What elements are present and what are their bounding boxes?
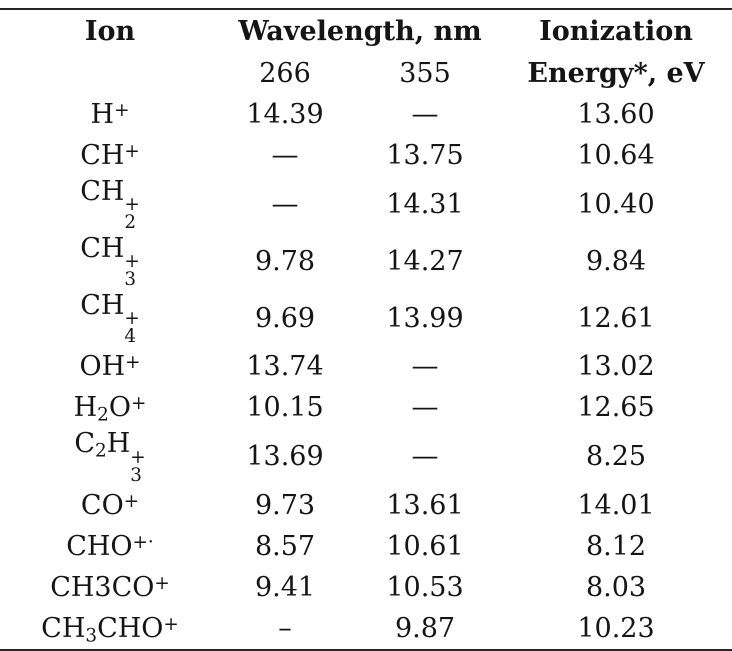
ionization-table: Ion Wavelength, nm Ionization 266 355 En… — [0, 8, 732, 651]
table-row: CH +4 9.69 13.99 12.61 — [0, 290, 732, 347]
value-ionization-energy: 13.60 — [577, 99, 655, 130]
stacked-subsup: +3 — [130, 446, 146, 486]
value-266nm: 13.69 — [246, 441, 324, 473]
value-266nm: 9.69 — [254, 302, 316, 334]
value-355nm: 14.31 — [386, 188, 464, 220]
value-ionization-energy: 8.03 — [585, 572, 647, 604]
value-355nm: 10.53 — [386, 572, 464, 604]
table-row: H+ 14.39 — 13.60 — [0, 94, 732, 135]
value-355nm: 14.27 — [386, 245, 464, 277]
empty-header-cell — [0, 52, 220, 94]
ion-formula: H+ — [90, 99, 130, 130]
ion-formula: CH3CHO+ — [41, 613, 179, 647]
value-355nm: — — [411, 392, 439, 424]
value-266nm: 10.15 — [246, 392, 324, 424]
col-subheader-266: 266 — [259, 57, 311, 89]
value-ionization-energy: 8.12 — [585, 531, 647, 563]
value-355nm: 13.61 — [386, 490, 464, 522]
table-body: H+ 14.39 — 13.60 CH+ — 13.75 10.64 CH +2 — 14.31 10.… — [0, 94, 732, 650]
table-row: C2H +3 13.69 — 8.25 — [0, 428, 732, 485]
value-266nm: — — [271, 140, 299, 171]
stacked-subsup: +3 — [124, 250, 140, 291]
value-355nm: 13.99 — [386, 302, 464, 334]
value-355nm: 9.87 — [394, 613, 456, 645]
value-ionization-energy: 12.61 — [577, 302, 655, 334]
col-header-ionization-line1: Ionization — [539, 15, 693, 47]
value-266nm: 8.57 — [254, 531, 316, 563]
value-ionization-energy: 12.65 — [577, 392, 655, 424]
table-row: OH+ 13.74 — 13.02 — [0, 346, 732, 387]
ion-formula: H2O+ — [73, 392, 147, 427]
ion-formula: CH3CO+ — [50, 572, 170, 604]
ion-formula: CH +2 — [80, 176, 140, 234]
col-header-wavelength: Wavelength, nm — [238, 15, 482, 47]
value-266nm: 9.41 — [254, 572, 316, 604]
table-row: H2O+ 10.15 — 12.65 — [0, 387, 732, 428]
header-row-1: Ion Wavelength, nm Ionization — [0, 9, 732, 52]
value-266nm: – — [278, 613, 292, 645]
stacked-subsup: +2 — [124, 194, 140, 234]
col-header-ion: Ion — [84, 15, 136, 47]
value-355nm: 10.61 — [386, 531, 464, 563]
table-row: CO+ 9.73 13.61 14.01 — [0, 485, 732, 526]
ion-formula: CHO+· — [66, 531, 154, 563]
value-ionization-energy: 8.25 — [585, 441, 647, 473]
value-ionization-energy: 13.02 — [577, 351, 655, 383]
value-ionization-energy: 9.84 — [585, 245, 647, 277]
table-row: CH3CHO+ – 9.87 10.23 — [0, 608, 732, 650]
value-266nm: — — [271, 188, 299, 220]
table-header: Ion Wavelength, nm Ionization 266 355 En… — [0, 9, 732, 94]
table-row: CH +2 — 14.31 10.40 — [0, 176, 732, 233]
value-355nm: — — [411, 441, 439, 473]
header-row-2: 266 355 Energy*, eV — [0, 52, 732, 94]
value-ionization-energy: 14.01 — [577, 490, 655, 522]
value-ionization-energy: 10.23 — [577, 613, 655, 645]
value-266nm: 9.73 — [254, 490, 316, 522]
value-266nm: 9.78 — [254, 245, 316, 277]
value-355nm: — — [411, 99, 439, 130]
ion-formula: CH +4 — [80, 289, 140, 348]
col-header-ionization-line2: Energy*, eV — [527, 57, 705, 89]
value-ionization-energy: 10.64 — [577, 140, 655, 171]
col-subheader-355: 355 — [399, 57, 451, 89]
ion-formula: CH +3 — [80, 232, 140, 291]
value-ionization-energy: 10.40 — [577, 188, 655, 220]
ion-formula: C2H +3 — [74, 428, 146, 486]
table-row: CH +3 9.78 14.27 9.84 — [0, 233, 732, 290]
stacked-subsup: +4 — [124, 307, 140, 348]
table-row: CHO+· 8.57 10.61 8.12 — [0, 526, 732, 567]
ion-formula: CO+ — [80, 490, 140, 522]
table-row: CH3CO+ 9.41 10.53 8.03 — [0, 567, 732, 608]
value-355nm: — — [411, 351, 439, 383]
ion-formula: CH+ — [80, 140, 140, 171]
ion-formula: OH+ — [79, 351, 141, 383]
value-266nm: 13.74 — [246, 351, 324, 383]
value-355nm: 13.75 — [386, 140, 464, 171]
value-266nm: 14.39 — [246, 99, 324, 130]
table-row: CH+ — 13.75 10.64 — [0, 135, 732, 176]
